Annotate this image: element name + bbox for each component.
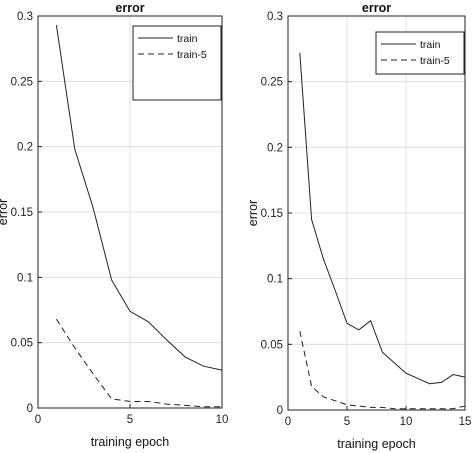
x-tick-label: 10: [216, 414, 229, 426]
chart-left: 0 5 10 0 0.05 0.1 0.15 0.2 0.25 0.3 error training …: [0, 1, 228, 449]
y-tick-label: 0.15: [261, 208, 283, 220]
y-tick: 0: [27, 403, 42, 415]
y-tick: 0.05: [261, 339, 292, 351]
legend-label: train: [177, 33, 198, 45]
y-tick-label: 0.05: [11, 338, 33, 350]
x-tick: 5: [127, 404, 133, 426]
y-tick-label: 0.15: [11, 207, 33, 219]
chart-title: error: [115, 1, 144, 15]
y-tick-label: 0.05: [261, 339, 283, 351]
x-tick-label: 0: [285, 416, 291, 428]
legend: train train-5: [132, 25, 222, 101]
series-train: [55, 25, 223, 371]
y-tick: 0.2: [267, 142, 292, 154]
x-tick-label: 0: [35, 414, 41, 426]
legend-label: train: [420, 39, 441, 51]
x-tick: 10: [216, 404, 229, 426]
legend-label: train-5: [177, 49, 207, 61]
x-tick: 0: [285, 406, 291, 428]
y-tick: 0.1: [17, 272, 42, 284]
y-tick: 0.15: [261, 208, 292, 220]
series-train-5: [299, 331, 466, 410]
y-tick: 0.25: [11, 76, 42, 88]
chart-title: error: [362, 1, 391, 15]
x-axis-label: training epoch: [337, 437, 416, 451]
y-tick-label: 0: [277, 405, 283, 417]
x-tick: 10: [400, 406, 413, 428]
y-tick-label: 0.3: [17, 11, 33, 23]
legend: train train-5: [375, 31, 465, 75]
y-tick-label: 0.1: [17, 272, 33, 284]
series-line: [55, 25, 223, 371]
series-train: [299, 52, 466, 385]
y-tick: 0.2: [17, 142, 42, 154]
y-tick-label: 0.2: [17, 142, 33, 154]
y-tick-label: 0.2: [267, 142, 283, 154]
y-tick-label: 0.3: [267, 11, 283, 23]
y-axis-label: error: [0, 199, 10, 225]
grid: [38, 16, 222, 408]
y-tick: 0.15: [11, 207, 42, 219]
y-tick: 0: [277, 405, 292, 417]
y-tick: 0.3: [267, 11, 292, 23]
y-tick: 0.1: [267, 274, 292, 286]
series-line: [55, 318, 222, 408]
x-tick: 0: [35, 404, 41, 426]
y-tick: 0.3: [17, 11, 42, 23]
x-tick-label: 15: [459, 416, 472, 428]
y-tick-label: 0.25: [261, 77, 283, 89]
y-tick: 0.25: [261, 77, 292, 89]
y-tick: 0.05: [11, 338, 42, 350]
series-line: [299, 52, 466, 385]
x-tick-label: 10: [400, 416, 413, 428]
series-line: [299, 331, 466, 410]
data-point: [358, 405, 360, 407]
x-tick-label: 5: [344, 416, 350, 428]
grid: [288, 16, 465, 410]
y-tick-label: 0.1: [267, 274, 283, 286]
y-axis-label: error: [246, 200, 260, 226]
x-tick: 5: [344, 406, 350, 428]
series-train-5: [55, 318, 222, 408]
x-axis-label: training epoch: [91, 435, 170, 449]
data-point: [111, 398, 113, 400]
x-tick-label: 5: [127, 414, 133, 426]
y-tick-label: 0.25: [11, 76, 33, 88]
y-tick-label: 0: [27, 403, 33, 415]
x-tick: 15: [459, 406, 472, 428]
data-point: [417, 408, 419, 410]
legend-box: [375, 31, 465, 75]
chart-right: 0 5 10 15 0 0.05 0.1 0.15 0.2 0.25 0.3 error trainin…: [246, 1, 471, 451]
legend-label: train-5: [420, 55, 450, 67]
